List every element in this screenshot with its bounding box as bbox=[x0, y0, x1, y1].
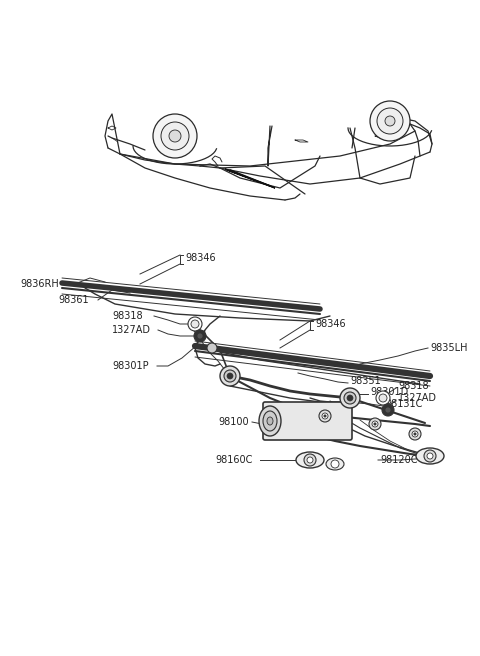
Circle shape bbox=[188, 317, 202, 331]
Circle shape bbox=[340, 388, 360, 408]
Circle shape bbox=[372, 421, 378, 427]
Circle shape bbox=[427, 453, 433, 459]
Circle shape bbox=[194, 330, 206, 342]
Text: 98160C: 98160C bbox=[215, 455, 252, 465]
Text: 98100: 98100 bbox=[218, 417, 249, 427]
Circle shape bbox=[412, 431, 418, 437]
Circle shape bbox=[220, 366, 240, 386]
Circle shape bbox=[153, 114, 197, 158]
Text: 98318: 98318 bbox=[112, 311, 143, 321]
Circle shape bbox=[227, 373, 233, 379]
Text: 1327AD: 1327AD bbox=[112, 325, 151, 335]
Circle shape bbox=[376, 391, 390, 405]
Circle shape bbox=[322, 413, 328, 419]
Circle shape bbox=[224, 370, 236, 382]
Circle shape bbox=[414, 433, 416, 435]
Circle shape bbox=[385, 116, 395, 126]
Circle shape bbox=[347, 395, 353, 401]
Circle shape bbox=[207, 343, 217, 353]
Text: 98301D: 98301D bbox=[370, 387, 408, 397]
Text: 98346: 98346 bbox=[185, 253, 216, 263]
Ellipse shape bbox=[416, 448, 444, 464]
Circle shape bbox=[191, 320, 199, 328]
Text: 1327AD: 1327AD bbox=[398, 393, 437, 403]
Circle shape bbox=[370, 101, 410, 141]
Circle shape bbox=[382, 404, 394, 416]
Circle shape bbox=[331, 460, 339, 468]
Circle shape bbox=[344, 392, 356, 404]
Circle shape bbox=[324, 415, 326, 417]
Circle shape bbox=[161, 122, 189, 150]
Text: 9836RH: 9836RH bbox=[20, 279, 59, 289]
Circle shape bbox=[409, 428, 421, 440]
Circle shape bbox=[379, 394, 387, 402]
FancyBboxPatch shape bbox=[263, 402, 352, 440]
Circle shape bbox=[374, 423, 376, 425]
Circle shape bbox=[377, 108, 403, 134]
Ellipse shape bbox=[263, 411, 277, 431]
Ellipse shape bbox=[326, 458, 344, 470]
Circle shape bbox=[197, 333, 203, 339]
Polygon shape bbox=[225, 169, 275, 188]
Text: 98301P: 98301P bbox=[112, 361, 149, 371]
Text: 98361: 98361 bbox=[58, 295, 89, 305]
Ellipse shape bbox=[267, 417, 273, 425]
Ellipse shape bbox=[259, 406, 281, 436]
Circle shape bbox=[319, 410, 331, 422]
Text: 98346: 98346 bbox=[315, 319, 346, 329]
Circle shape bbox=[369, 418, 381, 430]
Text: 98318: 98318 bbox=[398, 381, 429, 391]
Ellipse shape bbox=[296, 452, 324, 468]
Text: 98120C: 98120C bbox=[380, 455, 418, 465]
Circle shape bbox=[307, 457, 313, 463]
Circle shape bbox=[424, 450, 436, 462]
Text: 98131C: 98131C bbox=[385, 399, 422, 409]
Circle shape bbox=[304, 454, 316, 466]
Text: 98351: 98351 bbox=[350, 376, 381, 386]
Circle shape bbox=[385, 407, 391, 413]
Text: 9835LH: 9835LH bbox=[430, 343, 468, 353]
Circle shape bbox=[169, 130, 181, 142]
